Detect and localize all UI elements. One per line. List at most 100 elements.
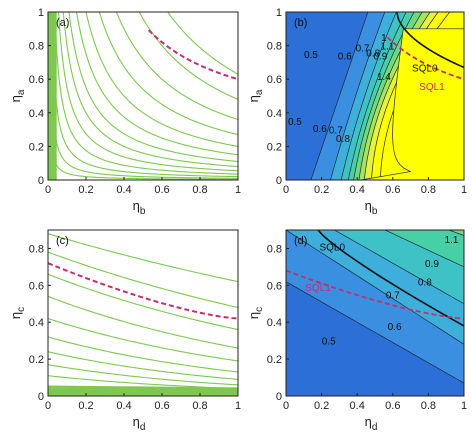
x-tick-label: 0.6	[154, 184, 169, 196]
x-tick-label: 0	[283, 400, 289, 412]
contour-line	[48, 386, 238, 391]
y-tick-label: 0.8	[29, 243, 44, 255]
x-tick-label: 1	[235, 184, 241, 196]
panel-frame	[285, 229, 465, 397]
contour-label: 0.9	[373, 52, 387, 63]
contour-line	[48, 273, 238, 331]
contour-line	[49, 12, 238, 179]
contour-label: 0.6	[313, 124, 327, 135]
contour-line	[48, 351, 238, 380]
contour-label: 1.1	[445, 235, 459, 246]
contour-label: 0.9	[425, 259, 439, 270]
contour-line	[138, 12, 238, 100]
sql0-curve	[317, 230, 464, 327]
y-axis-subscript: a	[16, 89, 27, 95]
x-tick-label: 0.6	[154, 400, 169, 412]
contour-line	[68, 12, 238, 163]
panel-label: (c)	[56, 235, 69, 247]
contour-line	[167, 12, 238, 75]
x-axis-label: ηb	[133, 198, 146, 217]
y-tick-label: 0.8	[267, 41, 282, 53]
contour-label: 0.7	[356, 43, 370, 54]
y-axis-label: ηc	[246, 307, 265, 319]
contour-line	[75, 12, 238, 156]
x-tick-label: 0	[45, 184, 51, 196]
contour-label: SQL1	[419, 82, 445, 93]
y-axis-subscript: c	[254, 307, 265, 312]
x-tick-label: 0	[45, 400, 51, 412]
contour-label: SQL0	[319, 243, 345, 254]
contour-line	[48, 385, 238, 390]
panel-b: 0.5 0.60.70.80.911.11.40.50.6 0.70.8SQL0SQ…	[246, 7, 467, 217]
x-tick-label: 0.2	[78, 400, 93, 412]
contour-line	[48, 233, 238, 283]
panel-label: (a)	[56, 17, 69, 29]
y-tick-label: 1	[276, 7, 282, 19]
contour-label: 0.6	[338, 52, 352, 63]
sql1-dashed-curve	[48, 262, 238, 320]
y-axis-subscript: c	[16, 307, 27, 312]
contour-label: 1.1	[381, 42, 395, 53]
fill-band	[447, 230, 464, 236]
x-axis-subscript: d	[372, 422, 378, 433]
contour-line	[98, 12, 238, 136]
panel-c: 0 0.2 0.4 0.6 0.8 1 0 0.2 0.4 0.6 0.8 ηd ηc (c)	[8, 229, 241, 433]
panel-label: (d)	[294, 235, 307, 247]
sql1-dashed-curve	[286, 269, 464, 320]
x-axis-label: ηd	[365, 414, 378, 433]
y-tick-label: 0.6	[29, 280, 44, 292]
contour-line	[57, 12, 238, 172]
contour-line	[115, 12, 238, 121]
y-axis-label: ηa	[246, 89, 265, 102]
panel-d: 0.5 0.6 0.7 0.8 0.9 1.1 SQL0 SQL1 0 0.2 0.4 0.6 0.8 1…	[246, 229, 467, 433]
y-tick-label: 0	[276, 391, 282, 403]
y-tick-label: 0.4	[267, 108, 282, 120]
y-tick-label: 0.2	[267, 141, 282, 153]
contour-line	[62, 12, 238, 168]
contour-label: 0.8	[418, 278, 432, 289]
x-axis-label: ηb	[365, 198, 378, 217]
contour-label: SQL0	[412, 63, 438, 74]
y-tick-label: 0.2	[29, 354, 44, 366]
contour-line	[51, 12, 238, 178]
contour-line	[48, 295, 238, 349]
y-tick-label: 0.4	[29, 317, 44, 329]
y-tick-label: 0.8	[267, 243, 282, 255]
contour-label: 0.8	[366, 48, 380, 59]
x-tick-label: 0.6	[385, 400, 400, 412]
x-tick-label: 0.6	[385, 184, 400, 196]
y-tick-label: 0.4	[29, 108, 44, 120]
y-tick-label: 0.2	[267, 354, 282, 366]
x-tick-label: 0	[283, 184, 289, 196]
panel-frame	[285, 11, 465, 181]
fill-band-max	[360, 28, 464, 180]
panel-a-plot	[48, 12, 238, 180]
contour-line	[48, 318, 238, 362]
contour-label: 0.5	[288, 117, 302, 128]
sql0-curve	[396, 12, 464, 69]
contour-line	[48, 251, 238, 309]
y-tick-label: 0.6	[267, 280, 282, 292]
y-tick-label: 1	[38, 7, 44, 19]
contour-label: SQL1	[305, 283, 331, 294]
contour-label: 0.5	[304, 50, 318, 61]
y-axis-label: ηa	[8, 89, 27, 102]
contour-line	[48, 391, 238, 394]
contour-label: 0.7	[329, 126, 343, 137]
panel-b-plot: 0.5 0.60.70.80.911.11.40.50.6 0.70.8SQL0SQ…	[286, 12, 464, 180]
y-tick-label: 0	[276, 175, 282, 187]
panel-frame	[47, 11, 239, 181]
x-tick-label: 0.4	[116, 184, 131, 196]
y-tick-label: 0.2	[29, 141, 44, 153]
y-tick-label: 0	[38, 175, 44, 187]
contour-line	[48, 389, 238, 393]
x-tick-label: 0.8	[192, 400, 207, 412]
x-axis-subscript: b	[140, 206, 146, 217]
contour-line	[48, 12, 238, 180]
contour-label: 0.5	[322, 337, 336, 348]
y-tick-label: 0.6	[267, 74, 282, 86]
contour-label: 0.6	[388, 322, 402, 333]
y-axis-label: ηc	[8, 307, 27, 319]
contour-line	[48, 388, 238, 392]
